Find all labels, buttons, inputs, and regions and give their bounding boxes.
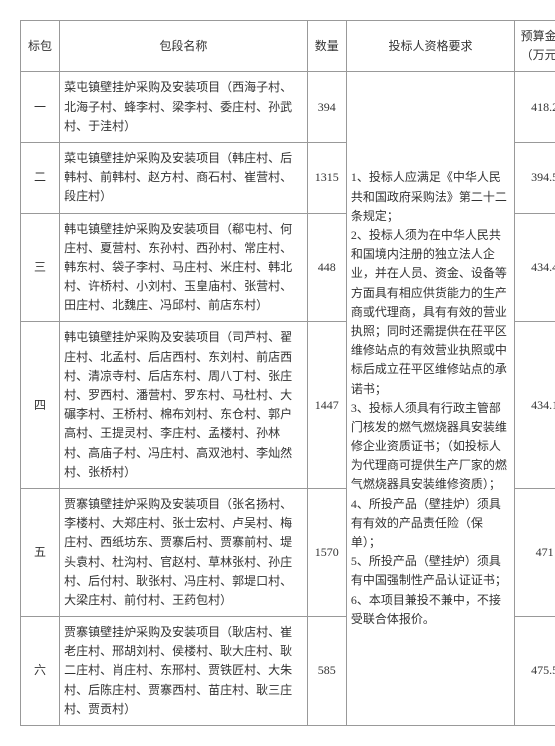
cell-budget: 471 — [515, 488, 555, 616]
cell-biaobao: 五 — [21, 488, 60, 616]
hdr-qty: 数量 — [307, 21, 346, 72]
cell-biaobao: 四 — [21, 322, 60, 489]
cell-qty: 394 — [307, 72, 346, 143]
table-row: 一 菜屯镇壁挂炉采购及安装项目（西海子村、北海子村、蜂李村、梁李村、委庄村、孙武… — [21, 72, 555, 143]
cell-qty: 1315 — [307, 142, 346, 213]
cell-biaobao: 二 — [21, 142, 60, 213]
cell-biaobao: 一 — [21, 72, 60, 143]
cell-qty: 1447 — [307, 322, 346, 489]
cell-budget: 434.1 — [515, 322, 555, 489]
hdr-req: 投标人资格要求 — [346, 21, 514, 72]
cell-name: 韩屯镇壁挂炉采购及安装项目（司芦村、翟庄村、北孟村、后店西村、东刘村、前店西村、… — [60, 322, 308, 489]
cell-budget: 475.5 — [515, 617, 555, 726]
header-row: 标包 包段名称 数量 投标人资格要求 预算金额（万元） — [21, 21, 555, 72]
cell-qty: 1570 — [307, 488, 346, 616]
cell-name: 贾寨镇壁挂炉采购及安装项目（张名扬村、李楼村、大郑庄村、张士宏村、卢吴村、梅庄村… — [60, 488, 308, 616]
cell-qty: 448 — [307, 213, 346, 322]
cell-budget: 394.5 — [515, 142, 555, 213]
cell-requirements: 1、投标人应满足《中华人民共和国政府采购法》第二十二条规定； 2、投标人须为在中… — [346, 72, 514, 726]
hdr-name: 包段名称 — [60, 21, 308, 72]
cell-name: 贾寨镇壁挂炉采购及安装项目（耿店村、崔老庄村、邢胡刘村、侯楼村、耿大庄村、耿二庄… — [60, 617, 308, 726]
cell-budget: 418.2 — [515, 72, 555, 143]
cell-biaobao: 六 — [21, 617, 60, 726]
procurement-table: 标包 包段名称 数量 投标人资格要求 预算金额（万元） 一 菜屯镇壁挂炉采购及安… — [20, 20, 555, 726]
cell-budget: 434.4 — [515, 213, 555, 322]
cell-name: 菜屯镇壁挂炉采购及安装项目（西海子村、北海子村、蜂李村、梁李村、委庄村、孙武村、… — [60, 72, 308, 143]
cell-qty: 585 — [307, 617, 346, 726]
hdr-budget: 预算金额（万元） — [515, 21, 555, 72]
cell-name: 韩屯镇壁挂炉采购及安装项目（郗屯村、何庄村、夏营村、东孙村、西孙村、常庄村、韩东… — [60, 213, 308, 322]
cell-name: 菜屯镇壁挂炉采购及安装项目（韩庄村、后韩村、前韩村、赵方村、商石村、崔营村、段庄… — [60, 142, 308, 213]
cell-biaobao: 三 — [21, 213, 60, 322]
hdr-biaobao: 标包 — [21, 21, 60, 72]
